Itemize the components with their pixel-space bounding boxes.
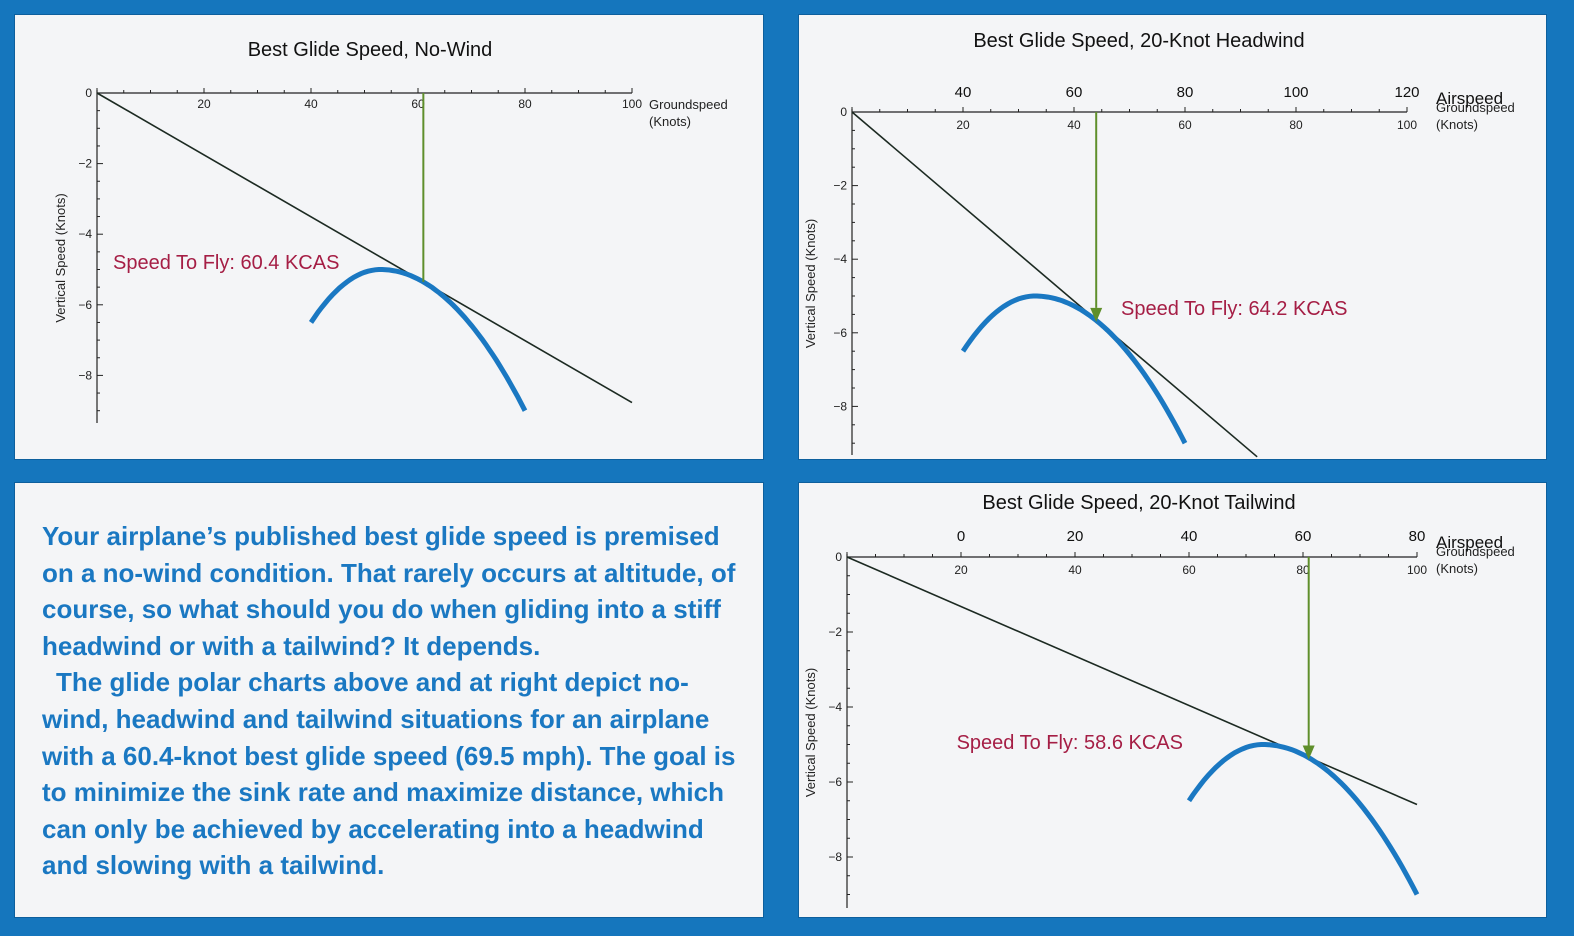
x-axis-label-line1: Groundspeed [1436, 100, 1515, 115]
chart-headwind: Best Glide Speed, 20-Knot Headwind 20 40 60… [803, 30, 1515, 458]
y-tick-label: −4 [833, 252, 847, 266]
airspeed-tick-label: 120 [1394, 84, 1419, 101]
x-tick-label: 80 [1289, 118, 1303, 132]
y-tick-label: −4 [828, 700, 842, 714]
glide-polar-curve [1186, 742, 1420, 896]
x-tick-label: 80 [518, 97, 532, 111]
chart-panel-tailwind: Best Glide Speed, 20-Knot Tailwind 20 40 60… [798, 482, 1547, 918]
x-tick-label: 60 [411, 97, 425, 111]
y-tick-label: −6 [833, 326, 847, 340]
y-tick-label: −8 [828, 850, 842, 864]
y-tick-label: −8 [833, 399, 847, 413]
x-tick-label: 100 [1397, 118, 1417, 132]
airspeed-tick-label: 40 [955, 84, 972, 101]
airspeed-tick-label: 60 [1295, 528, 1312, 545]
chart-title: Best Glide Speed, 20-Knot Tailwind [982, 492, 1295, 514]
chart-panel-no-wind: Best Glide Speed, No-Wind 20 40 60 80 100 Grou… [14, 14, 764, 460]
x-tick-label: 60 [1182, 563, 1196, 577]
x-axis-label-line2: (Knots) [649, 114, 691, 129]
y-tick-label: 0 [840, 105, 847, 119]
paragraph-2: The glide polar charts above and at righ… [42, 667, 736, 881]
airspeed-tick-label: 60 [1066, 84, 1083, 101]
x-tick-label: 20 [956, 118, 970, 132]
glide-polar-curve [308, 267, 528, 412]
x-tick-label: 20 [197, 97, 211, 111]
speed-to-fly-label: Speed To Fly: 60.4 KCAS [113, 252, 339, 274]
speed-to-fly-label: Speed To Fly: 58.6 KCAS [957, 732, 1183, 754]
airspeed-tick-label: 80 [1409, 528, 1426, 545]
x-tick-label: 20 [954, 563, 968, 577]
airspeed-tick-label: 100 [1283, 84, 1308, 101]
x-tick-label: 80 [1296, 563, 1310, 577]
x-axis-label-line2: (Knots) [1436, 561, 1478, 576]
y-tick-label: −2 [828, 625, 842, 639]
glide-polar-curve [960, 293, 1188, 445]
y-tick-label: −4 [78, 227, 92, 241]
article-text: Your airplane’s published best glide spe… [42, 518, 752, 884]
chart-panel-headwind: Best Glide Speed, 20-Knot Headwind 20 40 60… [798, 14, 1547, 460]
chart-title: Best Glide Speed, No-Wind [248, 39, 493, 61]
y-tick-label: −6 [828, 775, 842, 789]
airspeed-axis-label: Airspeed [1436, 89, 1503, 108]
y-tick-label: 0 [85, 86, 92, 100]
airspeed-tick-label: 0 [957, 528, 965, 545]
x-tick-label: 60 [1178, 118, 1192, 132]
x-axis-label-line2: (Knots) [1436, 117, 1478, 132]
y-tick-label: −2 [78, 157, 92, 171]
y-tick-label: −6 [78, 298, 92, 312]
y-axis-label: Vertical Speed (Knots) [53, 193, 68, 322]
speed-to-fly-label: Speed To Fly: 64.2 KCAS [1121, 298, 1347, 320]
x-tick-label: 40 [1067, 118, 1081, 132]
arrow-head [1090, 307, 1103, 322]
y-tick-label: 0 [835, 550, 842, 564]
x-tick-label: 100 [622, 97, 642, 111]
x-tick-label: 100 [1407, 563, 1427, 577]
airspeed-tick-label: 20 [1067, 528, 1084, 545]
x-tick-label: 40 [304, 97, 318, 111]
y-axis-label: Vertical Speed (Knots) [803, 668, 818, 797]
y-tick-label: −8 [78, 368, 92, 382]
y-axis-label: Vertical Speed (Knots) [803, 219, 818, 348]
x-axis-label-line1: Groundspeed [1436, 544, 1515, 559]
x-tick-label: 40 [1068, 563, 1082, 577]
tangent-line [846, 556, 1418, 806]
y-tick-label: −2 [833, 179, 847, 193]
arrow-head [1302, 745, 1315, 760]
airspeed-axis-label: Airspeed [1436, 533, 1503, 552]
text-panel: Your airplane’s published best glide spe… [14, 482, 764, 918]
chart-tailwind: Best Glide Speed, 20-Knot Tailwind 20 40 60… [803, 492, 1515, 908]
airspeed-tick-label: 80 [1177, 84, 1194, 101]
chart-title: Best Glide Speed, 20-Knot Headwind [973, 30, 1304, 52]
airspeed-tick-label: 40 [1181, 528, 1198, 545]
tangent-line [851, 111, 1258, 458]
x-axis-label-line1: Groundspeed [649, 97, 728, 112]
tangent-line [96, 92, 633, 404]
paragraph-1: Your airplane’s published best glide spe… [42, 521, 736, 661]
chart-no-wind: Best Glide Speed, No-Wind 20 40 60 80 100 Grou… [53, 39, 728, 423]
